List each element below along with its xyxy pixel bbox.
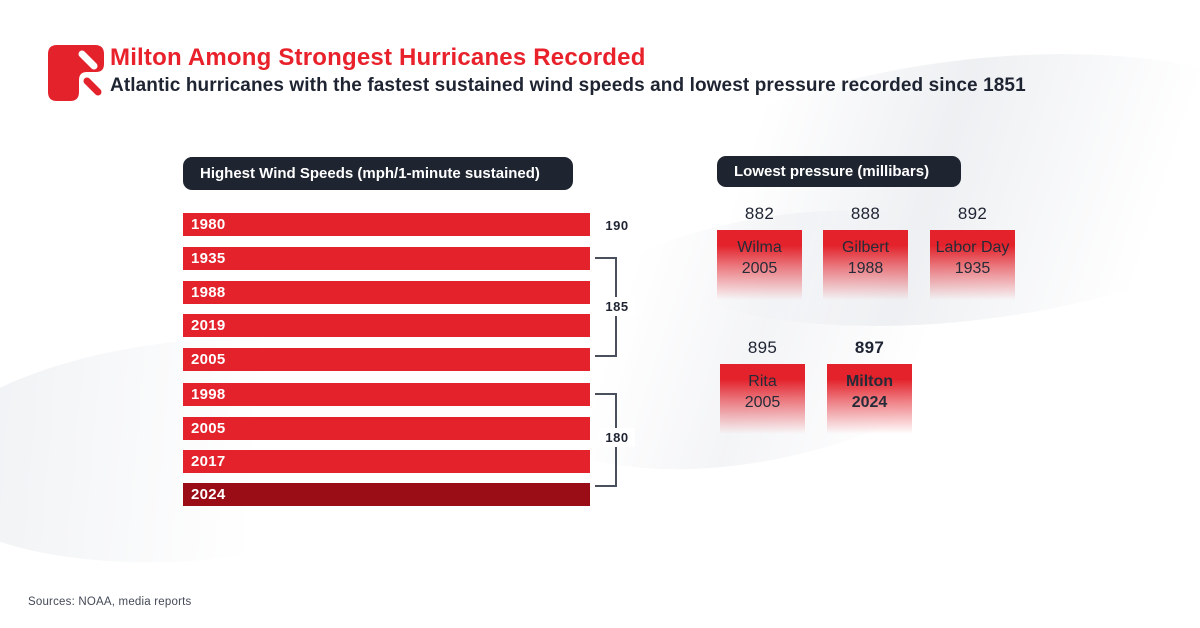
pressure-card-year: 2005 xyxy=(744,394,781,411)
wind-bar: 2005 xyxy=(183,348,590,371)
wind-bar-row: Mitch 1998 xyxy=(0,383,650,406)
wind-bar-highlighted: 2024 xyxy=(183,483,590,506)
pressure-value: 888 xyxy=(850,204,881,223)
pressure-card-box: Gilbert 1988 xyxy=(823,230,908,300)
bar-year-label: 2019 xyxy=(191,317,226,334)
pressure-card-name: Gilbert xyxy=(841,239,890,256)
wind-bar: 1998 xyxy=(183,383,590,406)
bar-year-label: 2017 xyxy=(191,453,226,470)
pressure-value: 895 xyxy=(747,338,778,357)
wind-bar-row: Gilbert 1988 xyxy=(0,281,650,304)
bar-year-label: 2024 xyxy=(191,486,226,503)
wind-bar-row-milton: Milton 2024 xyxy=(0,483,650,506)
wind-bar-row: Irma 2017 xyxy=(0,450,650,473)
page-subtitle: Atlantic hurricanes with the fastest sus… xyxy=(110,75,1026,96)
pressure-card-milton: 897 Milton 2024 xyxy=(827,338,912,434)
bar-year-label: 1998 xyxy=(191,386,226,403)
wind-bar: 1980 xyxy=(183,213,590,236)
pressure-card-box: Rita 2005 xyxy=(720,364,805,434)
pressure-card-year: 2005 xyxy=(741,260,778,277)
pressure-value: 892 xyxy=(957,204,988,223)
wind-bar: 1988 xyxy=(183,281,590,304)
wind-bar: 2019 xyxy=(183,314,590,337)
pressure-value: 897 xyxy=(854,338,885,357)
bar-year-label: 2005 xyxy=(191,420,226,437)
background-swoosh xyxy=(606,18,1200,362)
pressure-card-year: 1935 xyxy=(954,260,991,277)
pressure-card-rita: 895 Rita 2005 xyxy=(720,338,805,434)
pressure-card-name: Rita xyxy=(748,373,777,390)
pressure-chart-header: Lowest pressure (millibars) xyxy=(717,156,961,187)
pressure-card-gilbert: 888 Gilbert 1988 xyxy=(823,204,908,300)
wind-speed-annotation-180: 180 xyxy=(599,428,635,447)
pressure-card-name: Wilma xyxy=(737,239,782,256)
page-title: Milton Among Strongest Hurricanes Record… xyxy=(110,44,646,71)
pressure-card-year: 2024 xyxy=(851,394,888,411)
bar-year-label: 2005 xyxy=(191,351,226,368)
wind-speed-annotation-190: 190 xyxy=(605,218,629,233)
pressure-card-laborday: 892 Labor Day 1935 xyxy=(930,204,1015,300)
source-attribution: Sources: NOAA, media reports xyxy=(28,596,192,608)
wind-bar-row: Allen 1980 xyxy=(0,213,650,236)
pressure-card-box: Labor Day 1935 xyxy=(930,230,1015,300)
bar-year-label: 1980 xyxy=(191,216,226,233)
wind-bar-row: Dorian 2019 xyxy=(0,314,650,337)
wind-bar: 1935 xyxy=(183,247,590,270)
pressure-card-name: Milton xyxy=(845,373,894,390)
pressure-card-year: 1988 xyxy=(847,260,884,277)
pressure-card-box: Milton 2024 xyxy=(827,364,912,434)
wind-bar-row: Labor Day 1935 xyxy=(0,247,650,270)
brand-flag-logo-icon xyxy=(48,45,104,101)
pressure-card-wilma: 882 Wilma 2005 xyxy=(717,204,802,300)
bar-year-label: 1988 xyxy=(191,284,226,301)
bar-year-label: 1935 xyxy=(191,250,226,267)
wind-bar: 2005 xyxy=(183,417,590,440)
pressure-card-name: Labor Day xyxy=(935,239,1010,256)
wind-bar: 2017 xyxy=(183,450,590,473)
wind-speed-annotation-185: 185 xyxy=(599,297,635,316)
pressure-card-box: Wilma 2005 xyxy=(717,230,802,300)
wind-bar-row: Wilma 2005 xyxy=(0,348,650,371)
wind-chart-header: Highest Wind Speeds (mph/1-minute sustai… xyxy=(183,157,573,190)
pressure-value: 882 xyxy=(744,204,775,223)
wind-bar-row: Rita 2005 xyxy=(0,417,650,440)
